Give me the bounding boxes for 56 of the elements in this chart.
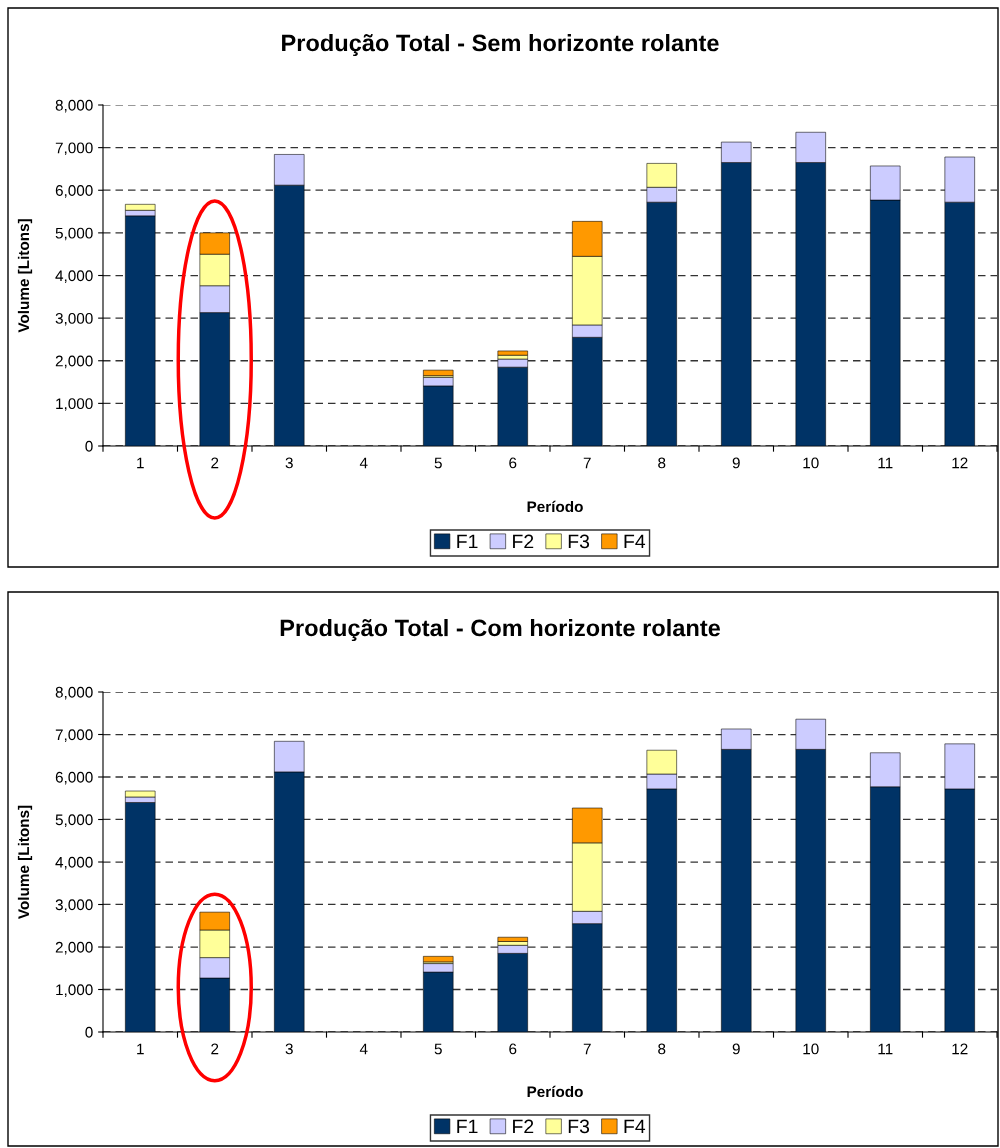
legend-label: F1	[457, 1119, 478, 1134]
x-tick-label: 7	[583, 1043, 591, 1055]
y-tick-label: 8,000	[55, 686, 93, 700]
x-tick-label: 5	[434, 1043, 442, 1055]
y-axis-title: Volume [Litons]	[17, 805, 33, 920]
x-tick-label: 12	[952, 457, 968, 469]
x-tick-label: 11	[878, 457, 893, 469]
x-tick-label: 4	[359, 1043, 368, 1055]
x-tick-label: 12	[952, 1043, 968, 1055]
x-tick-label: 2	[211, 457, 219, 469]
x-axis-title: Período	[527, 500, 583, 513]
y-tick-label: 3,000	[55, 312, 93, 326]
y-tick-label: 7,000	[55, 142, 93, 156]
x-tick-label: 1	[137, 1043, 144, 1055]
y-tick-label: 4,000	[55, 270, 93, 283]
x-tick-label: 3	[285, 1043, 293, 1055]
x-tick-label: 10	[803, 457, 819, 469]
y-tick-label: 5,000	[55, 227, 93, 241]
chart-title: Produção Total - Sem horizonte rolante	[282, 34, 719, 56]
x-tick-label: 6	[509, 1043, 517, 1055]
y-tick-label: 6,000	[55, 771, 93, 785]
x-tick-label: 6	[509, 457, 517, 469]
legend-label: F3	[568, 1119, 590, 1134]
y-tick-label: 7,000	[55, 729, 93, 742]
x-tick-label: 1	[137, 457, 144, 469]
x-tick-label: 9	[732, 1043, 740, 1055]
legend-label: F2	[513, 534, 534, 549]
x-axis-title: Período	[527, 1085, 583, 1098]
x-tick-label: 9	[732, 457, 740, 469]
x-tick-label: 8	[658, 1043, 666, 1055]
y-tick-label: 2,000	[55, 941, 93, 955]
legend-label: F2	[513, 1119, 534, 1134]
x-tick-label: 2	[211, 1043, 219, 1055]
y-tick-label: 3,000	[55, 899, 93, 912]
x-tick-label: 10	[803, 1043, 819, 1055]
chart-title: Produção Total - Com horizonte rolante	[280, 618, 721, 642]
legend-label: F4	[624, 534, 646, 549]
x-tick-label: 8	[658, 457, 666, 469]
y-axis-title: Volume [Litons]	[17, 219, 33, 333]
y-tick-label: 4,000	[55, 856, 93, 870]
legend-label: F3	[568, 534, 590, 549]
y-tick-label: 8,000	[55, 99, 93, 113]
x-tick-label: 11	[878, 1043, 893, 1055]
legend-label: F4	[624, 1119, 646, 1134]
y-tick-label: 1,000	[56, 984, 93, 997]
y-tick-label: 5,000	[55, 814, 93, 827]
y-tick-label: 6,000	[55, 185, 93, 198]
x-tick-label: 3	[285, 457, 293, 469]
legend-label: F1	[457, 534, 478, 549]
y-tick-label: 0	[85, 440, 93, 452]
x-tick-label: 5	[434, 457, 442, 469]
y-tick-label: 1,000	[56, 398, 93, 411]
y-tick-label: 0	[85, 1026, 93, 1038]
y-tick-label: 2,000	[55, 355, 93, 369]
x-tick-label: 7	[583, 457, 591, 469]
x-tick-label: 4	[359, 457, 368, 469]
